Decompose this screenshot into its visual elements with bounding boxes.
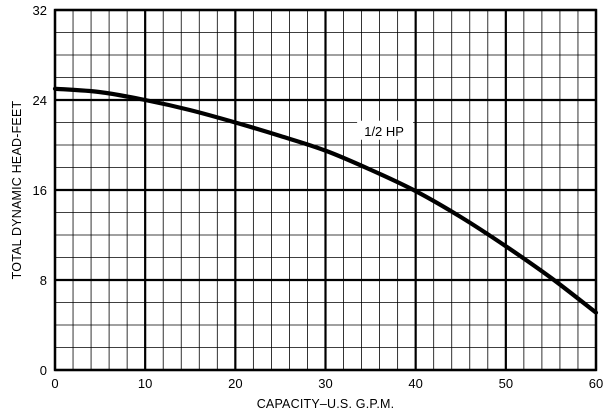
x-axis-title: CAPACITY–U.S. G.P.M.: [257, 397, 395, 411]
x-tick-label: 20: [228, 376, 242, 391]
y-axis-title: TOTAL DYNAMIC HEAD-FEET: [10, 100, 24, 279]
series-line-half-hp: [52, 86, 599, 315]
major-grid: [53, 8, 598, 372]
x-tick-label: 30: [318, 376, 332, 391]
x-tick-label: 40: [408, 376, 422, 391]
series-layer: [52, 86, 599, 315]
y-tick-label: 16: [33, 183, 47, 198]
plot-frame: [53, 8, 598, 372]
plot-border: [53, 8, 598, 372]
x-tick-labels: 0 10 20 30 40 50 60: [51, 376, 603, 391]
x-tick-label: 50: [499, 376, 513, 391]
annotation-layer: 1/2 HP: [357, 120, 414, 140]
y-tick-label: 32: [33, 3, 47, 18]
x-tick-label: 60: [589, 376, 603, 391]
series-label-background: [357, 120, 414, 140]
y-tick-label: 0: [40, 363, 47, 378]
x-tick-label: 10: [138, 376, 152, 391]
x-tick-label: 0: [51, 376, 58, 391]
y-tick-labels: 0 8 16 24 32: [33, 3, 47, 378]
y-tick-label: 8: [40, 273, 47, 288]
y-tick-label: 24: [33, 93, 47, 108]
series-label-half-hp: 1/2 HP: [364, 124, 404, 139]
